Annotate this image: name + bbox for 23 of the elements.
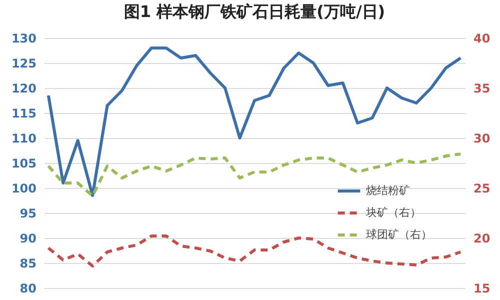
y-tick-label: 125 <box>11 56 36 70</box>
line-series <box>46 152 462 198</box>
y-tick-label: 80 <box>20 282 36 296</box>
y-tick-label: 100 <box>11 182 36 196</box>
y-tick-label: 90 <box>20 232 36 246</box>
y2-tick-label: 15 <box>474 282 490 296</box>
y-tick-label: 110 <box>11 132 36 146</box>
legend-label: 块矿（右） <box>365 206 421 219</box>
y2-tick-label: 20 <box>474 232 490 246</box>
y-tick-label: 120 <box>11 82 36 96</box>
y-tick-label: 115 <box>11 106 36 120</box>
y-tick-label: 85 <box>20 256 36 270</box>
y2-tick-label: 40 <box>474 32 490 46</box>
chart-title: 图1 样本钢厂铁矿石日耗量(万吨/日) <box>124 2 386 21</box>
y-tick-label: 95 <box>20 206 36 220</box>
y2-tick-label: 30 <box>474 132 490 146</box>
y2-tick-label: 25 <box>474 182 490 196</box>
legend-label: 烧结粉矿 <box>366 184 410 197</box>
y-tick-label: 105 <box>11 156 36 170</box>
line-series <box>46 46 462 197</box>
y2-tick-label: 35 <box>474 82 490 96</box>
y-tick-label: 130 <box>11 32 36 46</box>
legend-label: 球团矿（右） <box>366 228 432 241</box>
